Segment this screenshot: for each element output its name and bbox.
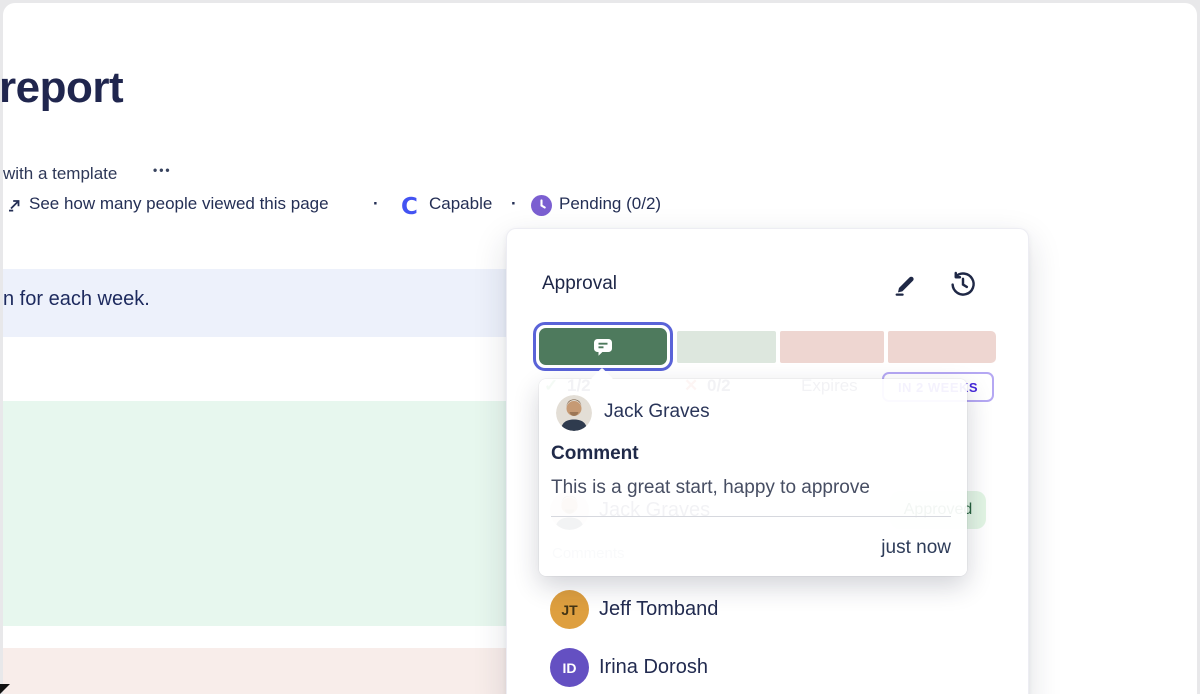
green-content-block (3, 401, 509, 626)
comment-text: This is a great start, happy to approve (551, 477, 870, 498)
views-link[interactable]: See how many people viewed this page (29, 194, 329, 213)
approval-popup-title: Approval (542, 273, 617, 294)
page-title: report (0, 63, 124, 112)
comment-tooltip: Jack Graves Comment This is a great star… (539, 367, 967, 576)
commenter-name: Jack Graves (604, 401, 710, 422)
template-byline: with a template (3, 164, 118, 183)
segment-approved-light[interactable] (677, 331, 776, 363)
approver-name: Jeff Tomband (599, 598, 719, 620)
comment-timestamp: just now (881, 537, 951, 558)
history-button[interactable] (948, 269, 978, 299)
more-menu-button[interactable]: ••• (153, 163, 172, 177)
avatar-initials: ID (550, 648, 589, 687)
capable-logo-icon: C (401, 194, 418, 220)
meta-separator: · (511, 194, 517, 213)
approver-row-jeff-tomband[interactable]: JT Jeff Tomband (550, 590, 718, 629)
comment-label: Comment (551, 443, 639, 464)
mouse-cursor (0, 684, 10, 694)
brand-name[interactable]: Capable (429, 194, 493, 213)
segment-approved-selected[interactable] (533, 322, 673, 371)
edit-approval-button[interactable] (890, 269, 920, 299)
banner-text: n for each week. (3, 288, 150, 310)
pink-content-block (3, 648, 509, 694)
comment-bubble-icon (594, 338, 612, 356)
history-icon (951, 271, 975, 296)
pending-clock-icon (531, 195, 552, 216)
approver-name: Irina Dorosh (599, 656, 708, 678)
info-banner: n for each week. (3, 269, 511, 337)
approver-row-irina-dorosh[interactable]: ID Irina Dorosh (550, 648, 708, 687)
tooltip-divider (551, 516, 951, 517)
segment-rejected[interactable] (780, 331, 884, 363)
meta-separator: · (373, 194, 379, 213)
pending-status[interactable]: Pending (0/2) (559, 194, 662, 213)
analytics-arrow-icon (6, 197, 23, 214)
avatar-initials: JT (550, 590, 589, 629)
segment-rejected[interactable] (888, 331, 996, 363)
pencil-icon (895, 276, 914, 296)
avatar-photo (556, 395, 592, 431)
